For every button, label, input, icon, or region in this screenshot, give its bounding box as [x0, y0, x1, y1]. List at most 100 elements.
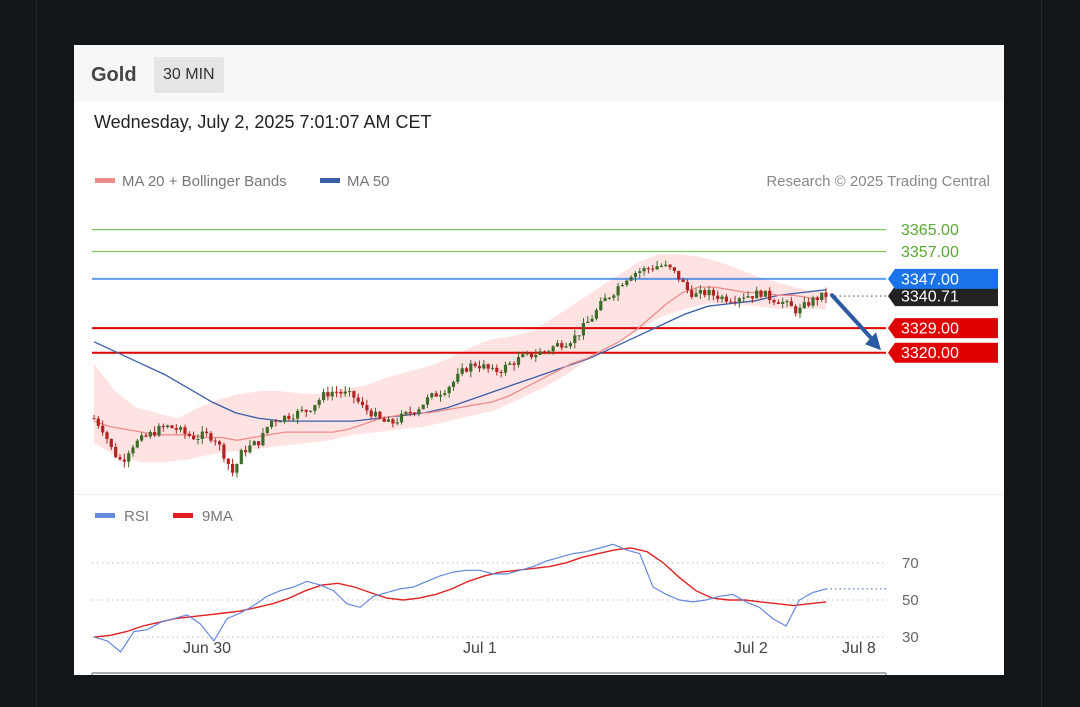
- candle-body: [495, 367, 499, 372]
- candle-body: [633, 273, 637, 278]
- level-tag-3347.00: 3347.00: [888, 268, 998, 289]
- candle-body: [464, 368, 469, 372]
- candle-body: [521, 354, 525, 358]
- candle-body: [503, 364, 508, 373]
- x-axis: [91, 672, 887, 675]
- candle-body: [525, 352, 529, 355]
- candle-body: [516, 357, 521, 365]
- candle-body: [96, 418, 100, 426]
- candle-body: [581, 323, 585, 336]
- candle-body: [122, 459, 126, 462]
- candle-body: [573, 335, 577, 344]
- timeframe-badge[interactable]: 30 MIN: [154, 57, 224, 93]
- candle-body: [733, 301, 737, 303]
- candle-body: [252, 441, 256, 446]
- candle-body: [456, 373, 460, 382]
- candle-body: [226, 458, 230, 464]
- candle-body: [92, 418, 96, 420]
- candle-body: [339, 391, 343, 394]
- candle-body: [555, 343, 560, 347]
- candle-body: [538, 351, 542, 355]
- candle-body: [101, 425, 105, 433]
- candle-body: [655, 266, 659, 270]
- candle-body: [213, 440, 217, 442]
- candle-body: [551, 346, 555, 352]
- bollinger-bands-layer: [94, 254, 826, 463]
- candle-body: [720, 296, 724, 299]
- ma20-swatch: [95, 177, 115, 183]
- legend-ma50: MA 50: [320, 173, 390, 190]
- rsi-chart: 70 50 30: [91, 543, 919, 675]
- frame-divider-right: [1041, 0, 1042, 707]
- candle-body: [499, 372, 503, 373]
- legend-9ma: 9MA: [173, 508, 233, 525]
- candle-body: [542, 351, 547, 353]
- candle-body: [300, 409, 304, 411]
- candle-body: [200, 431, 204, 439]
- candle-body: [815, 297, 819, 300]
- candle-body: [681, 279, 685, 282]
- candle-body: [477, 366, 482, 369]
- candle-body: [512, 363, 516, 365]
- candle-body: [772, 300, 776, 303]
- candle-body: [304, 409, 308, 412]
- candle-body: [244, 450, 248, 453]
- candle-body: [231, 463, 235, 473]
- candle-body: [391, 419, 395, 424]
- price-labels-layer: 3340.71 3365.00 3357.00 3347.00 3329.00 3320.…: [826, 222, 998, 363]
- rsi-swatch: [95, 512, 115, 518]
- candle-body: [716, 295, 720, 299]
- current-price-tag-bg: [888, 286, 998, 307]
- candle-body: [616, 286, 620, 296]
- candle-body: [724, 296, 728, 302]
- ma50-swatch: [320, 177, 340, 183]
- candle-body: [404, 411, 408, 414]
- candles-layer: [92, 260, 828, 478]
- candle-body: [447, 386, 451, 394]
- candle-body: [685, 282, 689, 290]
- level-tag-3347.00-bg: [888, 268, 998, 289]
- candle-body: [768, 290, 772, 300]
- candle-body: [603, 297, 607, 302]
- candle-body: [612, 295, 616, 298]
- candle-body: [759, 290, 763, 297]
- legend-ma20: MA 20 + Bollinger Bands: [95, 173, 287, 190]
- current-price-tag-text: 3340.71: [901, 289, 959, 306]
- candle-body: [322, 392, 326, 400]
- candle-body: [222, 444, 226, 459]
- candle-body: [196, 439, 200, 440]
- candle-body: [187, 433, 191, 436]
- candle-body: [443, 393, 447, 395]
- candle-body: [425, 397, 430, 405]
- candle-body: [278, 421, 282, 423]
- candle-body: [629, 277, 633, 281]
- candle-body: [235, 464, 239, 473]
- rsi-9ma-line: [93, 547, 827, 638]
- ma9-swatch: [173, 512, 193, 518]
- candle-body: [287, 415, 291, 419]
- candle-body: [421, 404, 425, 410]
- candle-body: [729, 301, 733, 303]
- candle-body: [742, 297, 746, 299]
- candle-body: [360, 401, 365, 406]
- candle-body: [179, 427, 183, 430]
- candle-body: [781, 302, 785, 304]
- ma20-label: MA 20 + Bollinger Bands: [122, 173, 287, 190]
- candle-body: [599, 301, 603, 311]
- candle-body: [703, 290, 707, 296]
- candle-body: [590, 318, 594, 322]
- candle-body: [170, 425, 174, 429]
- chart-header: Gold 30 MIN: [74, 45, 1004, 101]
- candle-body: [135, 440, 139, 448]
- level-tag-3329.00-text: 3329.00: [901, 321, 959, 338]
- candle-body: [109, 438, 113, 447]
- candle-body: [118, 457, 122, 460]
- candle-body: [802, 302, 806, 308]
- candle-body: [343, 391, 347, 394]
- candle-body: [486, 364, 490, 369]
- candle-body: [348, 391, 352, 393]
- candle-body: [438, 394, 443, 397]
- candle-body: [594, 310, 598, 319]
- level-tag-3320.00-bg: [888, 342, 998, 363]
- candle-body: [386, 419, 391, 422]
